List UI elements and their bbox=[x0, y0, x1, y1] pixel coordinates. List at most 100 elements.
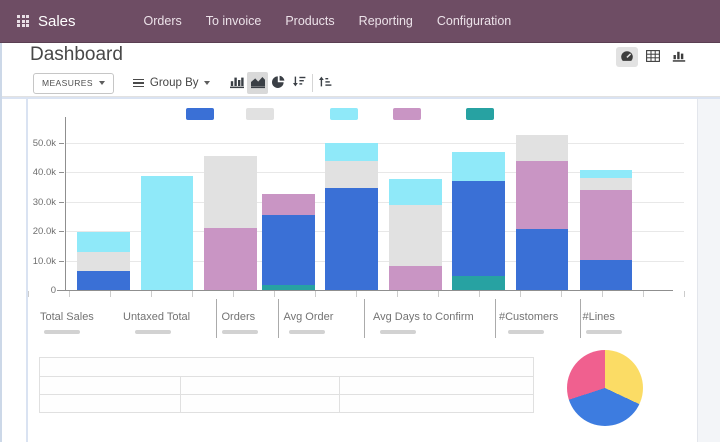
bar-chart-icon bbox=[229, 75, 245, 92]
bar-segment-gray[interactable] bbox=[389, 205, 442, 267]
view-dashboard-button[interactable] bbox=[616, 47, 638, 67]
table-grid-icon bbox=[646, 49, 660, 65]
measures-button-label: MEASURES bbox=[42, 78, 93, 88]
measure-scroll-pill bbox=[134, 330, 171, 334]
nav-item-orders[interactable]: Orders bbox=[143, 13, 182, 28]
bar-segment-gray[interactable] bbox=[515, 135, 568, 162]
figure-selection-border-left bbox=[26, 99, 28, 442]
bar-segment-cyan[interactable] bbox=[77, 232, 130, 252]
bar-chart-icon bbox=[672, 50, 686, 65]
sort-ascending-icon bbox=[318, 75, 333, 91]
nav-item-products[interactable]: Products bbox=[285, 13, 335, 28]
y-axis-tick bbox=[59, 231, 64, 232]
pie-chart[interactable] bbox=[567, 350, 643, 426]
app-name[interactable]: Sales bbox=[38, 12, 76, 30]
chevron-down-icon bbox=[204, 81, 211, 85]
x-axis-tick bbox=[397, 291, 398, 297]
table-header-row[interactable] bbox=[39, 357, 534, 377]
view-graph-button[interactable] bbox=[668, 47, 690, 67]
bar-segment-teal[interactable] bbox=[262, 284, 315, 290]
table-cell[interactable] bbox=[40, 395, 181, 412]
x-axis-tick bbox=[233, 291, 234, 297]
bar-segment-pink[interactable] bbox=[262, 193, 315, 216]
sort-ascending-button[interactable] bbox=[315, 72, 336, 94]
bar-segment-blue[interactable] bbox=[515, 228, 568, 290]
bar-segment-gray[interactable] bbox=[77, 251, 130, 271]
table-cell[interactable] bbox=[340, 377, 533, 394]
nav-item-to-invoice[interactable]: To invoice bbox=[205, 13, 262, 28]
pie-chart-type-button[interactable] bbox=[268, 72, 289, 94]
bar-segment-pink[interactable] bbox=[579, 189, 632, 260]
y-axis-label: 0 bbox=[50, 285, 56, 296]
view-pivot-button[interactable] bbox=[642, 47, 664, 67]
bar-segment-cyan[interactable] bbox=[452, 151, 505, 182]
x-axis-tick bbox=[438, 291, 439, 297]
nav-item-configuration[interactable]: Configuration bbox=[436, 13, 512, 28]
measure-label--customers[interactable]: #Customers bbox=[499, 311, 559, 323]
x-axis-tick bbox=[110, 291, 111, 297]
bar-segment-teal[interactable] bbox=[452, 275, 505, 290]
x-axis-tick bbox=[520, 291, 521, 297]
bar-segment-cyan[interactable] bbox=[579, 169, 632, 179]
control-toolbar: MEASURES Group By bbox=[0, 70, 720, 97]
measure-label-total-sales[interactable]: Total Sales bbox=[40, 311, 94, 323]
hamburger-icon bbox=[132, 78, 144, 88]
area-chart-type-button[interactable] bbox=[247, 72, 269, 94]
bar-segment-cyan[interactable] bbox=[140, 176, 193, 290]
measure-label-avg-days-to-confirm[interactable]: Avg Days to Confirm bbox=[373, 311, 474, 323]
x-axis-tick bbox=[192, 291, 193, 297]
measure-divider bbox=[215, 299, 217, 338]
bar-segment-cyan[interactable] bbox=[325, 142, 378, 162]
nav-menu: Orders To invoice Products Reporting Configu… bbox=[132, 0, 524, 43]
measure-scroll-pill bbox=[585, 330, 622, 334]
legend-swatch-teal[interactable] bbox=[466, 108, 494, 120]
bar-segment-gray[interactable] bbox=[579, 178, 632, 190]
table-cell[interactable] bbox=[181, 377, 340, 394]
bar-segment-gray[interactable] bbox=[204, 156, 257, 229]
measure-label-orders[interactable]: Orders bbox=[221, 311, 256, 323]
table-cell[interactable] bbox=[340, 395, 533, 412]
table-cell[interactable] bbox=[40, 377, 181, 394]
measure-divider bbox=[580, 299, 581, 338]
legend-swatch-cyan[interactable] bbox=[330, 108, 358, 120]
bar-segment-blue[interactable] bbox=[262, 215, 315, 285]
x-axis-tick bbox=[643, 291, 644, 297]
pie-chart-icon bbox=[271, 75, 287, 92]
bar-segment-blue[interactable] bbox=[325, 187, 378, 290]
measure-divider bbox=[364, 299, 365, 338]
measure-divider bbox=[277, 299, 279, 338]
nav-item-reporting[interactable]: Reporting bbox=[358, 13, 413, 28]
x-axis-tick bbox=[479, 291, 480, 297]
sort-descending-button[interactable] bbox=[289, 72, 310, 94]
bar-segment-blue[interactable] bbox=[579, 259, 632, 290]
y-axis-label: 50.0k bbox=[32, 137, 56, 149]
measure-label-untaxed-total[interactable]: Untaxed Total bbox=[123, 311, 191, 323]
legend-swatch-blue[interactable] bbox=[186, 108, 214, 120]
table-cell[interactable] bbox=[181, 395, 340, 412]
measure-label-avg-order[interactable]: Avg Order bbox=[283, 311, 334, 323]
bar-segment-blue[interactable] bbox=[77, 270, 130, 290]
x-axis-tick bbox=[151, 291, 152, 297]
bar-segment-gray[interactable] bbox=[325, 161, 378, 188]
bar-segment-pink[interactable] bbox=[204, 228, 257, 290]
measure-label--lines[interactable]: #Lines bbox=[582, 311, 615, 323]
bar-chart-type-button[interactable] bbox=[226, 72, 247, 94]
legend-swatch-gray[interactable] bbox=[246, 108, 274, 120]
x-axis-tick bbox=[684, 291, 685, 297]
y-axis-label: 20.0k bbox=[32, 226, 56, 237]
tachometer-icon bbox=[620, 50, 634, 65]
bar-segment-pink[interactable] bbox=[389, 266, 442, 290]
group-by-button-label: Group By bbox=[149, 77, 199, 89]
bar-segment-cyan[interactable] bbox=[389, 179, 442, 206]
legend-swatch-pink[interactable] bbox=[393, 108, 421, 120]
group-by-button[interactable]: Group By bbox=[127, 73, 217, 94]
chevron-down-icon bbox=[98, 81, 105, 85]
y-axis-tick bbox=[59, 142, 64, 144]
measures-button[interactable]: MEASURES bbox=[33, 72, 114, 94]
apps-grid-icon[interactable] bbox=[17, 15, 29, 27]
bar-segment-blue[interactable] bbox=[452, 181, 505, 276]
bar-segment-pink[interactable] bbox=[515, 161, 568, 229]
area-chart-icon bbox=[250, 75, 266, 92]
y-axis-label: 40.0k bbox=[32, 167, 56, 178]
